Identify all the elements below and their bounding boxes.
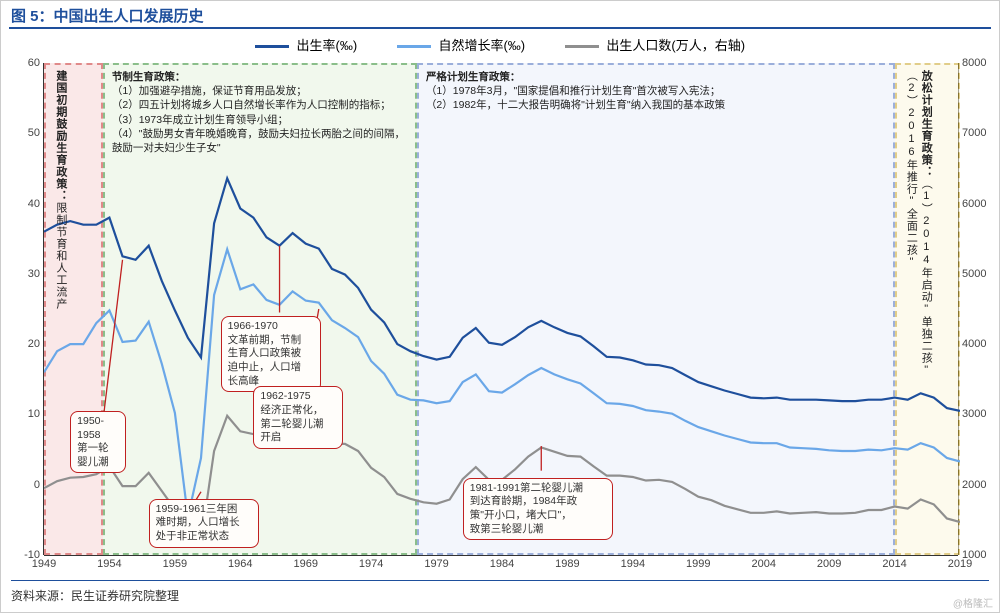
legend-swatch-0 — [255, 45, 289, 48]
plot-area: -100102030405060100020003000400050006000… — [43, 63, 959, 555]
xtick: 1954 — [97, 558, 121, 570]
series-birth_rate — [44, 178, 960, 411]
callout-c2: 1966-1970 文革前期，节制 生育人口政策被 迫中止，人口增 长高峰 — [221, 316, 321, 392]
ytick-left: 50 — [28, 127, 40, 139]
xtick: 1969 — [293, 558, 317, 570]
xtick: 1974 — [359, 558, 383, 570]
legend-label-2: 出生人口数(万人，右轴) — [606, 38, 745, 53]
legend-swatch-1 — [397, 45, 431, 48]
ytick-left: 60 — [28, 57, 40, 69]
policy-body-p3: （1）1978年3月，"国家提倡和推行计划生育"首次被写入宪法； （2）1982… — [426, 85, 725, 111]
ytick-left: 0 — [34, 479, 40, 491]
policy-title-p4: 放松计划生育政策： — [920, 70, 932, 178]
legend-item-0: 出生率(‰) — [255, 35, 357, 54]
legend: 出生率(‰) 自然增长率(‰) 出生人口数(万人，右轴) — [1, 35, 999, 54]
legend-item-2: 出生人口数(万人，右轴) — [565, 35, 745, 54]
xtick: 2004 — [751, 558, 775, 570]
ytick-right: 7000 — [962, 127, 986, 139]
ytick-right: 6000 — [962, 198, 986, 210]
ytick-right: 5000 — [962, 268, 986, 280]
xtick: 1959 — [163, 558, 187, 570]
policy-text-p2: 节制生育政策： （1）加强避孕措施，保证节育用品发放； （2）四五计划将城乡人口自… — [106, 66, 412, 159]
policy-text-p3: 严格计划生育政策： （1）1978年3月，"国家提倡和推行计划生育"首次被写入宪法… — [420, 66, 890, 117]
policy-body-p2: （1）加强避孕措施，保证节育用品发放； （2）四五计划将城乡人口自然增长率作为人… — [112, 85, 405, 154]
legend-label-1: 自然增长率(‰) — [438, 38, 525, 53]
policy-title-p1: 建国初期鼓励生育政策： — [55, 70, 67, 202]
xtick: 1979 — [424, 558, 448, 570]
xtick: 2014 — [882, 558, 906, 570]
xtick: 2019 — [948, 558, 972, 570]
title-underline — [9, 27, 991, 29]
policy-text-p1: 建国初期鼓励生育政策：限制节育和人工流产 — [47, 66, 74, 314]
legend-label-0: 出生率(‰) — [297, 38, 358, 53]
xtick: 1964 — [228, 558, 252, 570]
figure-container: 图 5：中国出生人口发展历史 出生率(‰) 自然增长率(‰) 出生人口数(万人，… — [0, 0, 1000, 613]
xtick: 1984 — [490, 558, 514, 570]
source-label: 资料来源：民生证券研究院整理 — [11, 580, 989, 604]
xtick: 2009 — [817, 558, 841, 570]
x-axis-line — [44, 555, 958, 556]
series-natural_growth — [44, 249, 960, 517]
legend-item-1: 自然增长率(‰) — [397, 35, 525, 54]
legend-swatch-2 — [565, 45, 599, 48]
policy-body-p1: 限制节育和人工流产 — [55, 202, 67, 310]
xtick: 1999 — [686, 558, 710, 570]
ytick-right: 4000 — [962, 338, 986, 350]
watermark: @格隆汇 — [953, 595, 993, 610]
ytick-right: 3000 — [962, 408, 986, 420]
ytick-right: 2000 — [962, 479, 986, 491]
policy-title-p3: 严格计划生育政策： — [426, 71, 521, 83]
xtick: 1994 — [621, 558, 645, 570]
xtick: 1989 — [555, 558, 579, 570]
callout-c4: 1959-1961三年困 难时期，人口增长 处于非正常状态 — [149, 499, 259, 548]
xtick: 1949 — [32, 558, 56, 570]
policy-title-p2: 节制生育政策： — [112, 71, 186, 83]
policy-text-p4: 放松计划生育政策：（1）2014年启动"单独二孩" （2）2016年推行"全面二… — [898, 66, 940, 381]
ytick-right: 8000 — [962, 57, 986, 69]
ytick-left: 20 — [28, 338, 40, 350]
callout-pointer-0 — [103, 260, 123, 422]
callout-c1: 1950-1958 第一轮 婴儿潮 — [70, 411, 126, 474]
ytick-left: 10 — [28, 408, 40, 420]
callout-c5: 1981-1991第二轮婴儿潮 到达育龄期，1984年政 策"开小口，堵大口"，… — [463, 478, 613, 541]
callout-c3: 1962-1975 经济正常化， 第二轮婴儿潮 开启 — [253, 386, 343, 449]
ytick-left: 40 — [28, 198, 40, 210]
ytick-left: 30 — [28, 268, 40, 280]
